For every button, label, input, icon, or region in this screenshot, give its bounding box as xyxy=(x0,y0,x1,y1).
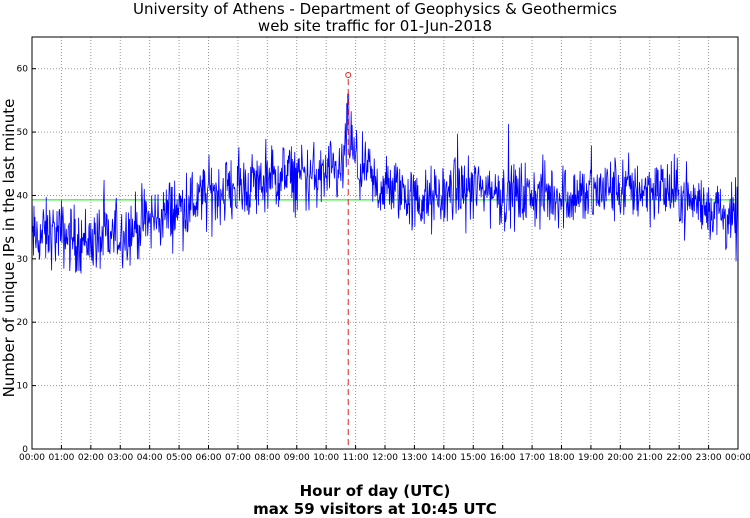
x-tick-label: 00:00 xyxy=(725,453,750,463)
peak-marker xyxy=(345,72,352,79)
x-tick-label: 23:00 xyxy=(696,453,722,463)
x-tick-label: 18:00 xyxy=(549,453,575,463)
x-tick-label: 12:00 xyxy=(372,453,398,463)
x-axis-label: Hour of day (UTC) xyxy=(299,482,451,500)
y-tick-label: 60 xyxy=(17,65,29,75)
x-tick-label: 06:00 xyxy=(196,453,222,463)
plot-area xyxy=(32,37,738,449)
y-axis-label: Number of unique IPs in the last minute xyxy=(0,98,18,398)
peak-marker-group xyxy=(345,72,352,449)
traffic-trace-group xyxy=(31,93,739,274)
x-tick-label: 21:00 xyxy=(637,453,663,463)
x-tick-label: 14:00 xyxy=(431,453,457,463)
x-tick-label: 16:00 xyxy=(490,453,516,463)
y-tick-label: 40 xyxy=(17,191,29,201)
x-tick-label: 07:00 xyxy=(225,453,251,463)
y-tick-label: 10 xyxy=(17,382,29,392)
x-tick-label: 15:00 xyxy=(460,453,486,463)
traffic-trace xyxy=(31,93,739,274)
chart-subtitle: web site traffic for 01-Jun-2018 xyxy=(257,17,493,35)
y-tick-label: 0 xyxy=(22,445,28,455)
max-visitors-note: max 59 visitors at 10:45 UTC xyxy=(253,500,497,518)
y-tick-label: 20 xyxy=(17,318,29,328)
grid xyxy=(32,37,738,449)
y-tick-label: 30 xyxy=(17,255,29,265)
x-tick-label: 00:00 xyxy=(19,453,45,463)
x-tick-label: 19:00 xyxy=(578,453,604,463)
x-axis-ticks: 00:00 01:00 02:00 03:00 04:00 05:00 06:00 07:00… xyxy=(19,445,750,463)
x-tick-label: 01:00 xyxy=(48,453,74,463)
y-tick-label: 50 xyxy=(17,128,29,138)
x-tick-label: 04:00 xyxy=(137,453,163,463)
x-tick-label: 22:00 xyxy=(666,453,692,463)
x-tick-label: 05:00 xyxy=(166,453,192,463)
chart-title: University of Athens - Department of Geo… xyxy=(133,0,617,18)
x-tick-label: 20:00 xyxy=(607,453,633,463)
x-tick-label: 09:00 xyxy=(284,453,310,463)
x-tick-label: 02:00 xyxy=(78,453,104,463)
x-tick-label: 03:00 xyxy=(107,453,133,463)
y-axis-ticks: 0 10 20 30 40 50 60 xyxy=(17,65,36,455)
x-tick-label: 10:00 xyxy=(313,453,339,463)
x-tick-label: 13:00 xyxy=(401,453,427,463)
x-tick-label: 17:00 xyxy=(519,453,545,463)
x-tick-label: 11:00 xyxy=(343,453,369,463)
x-tick-label: 08:00 xyxy=(254,453,280,463)
